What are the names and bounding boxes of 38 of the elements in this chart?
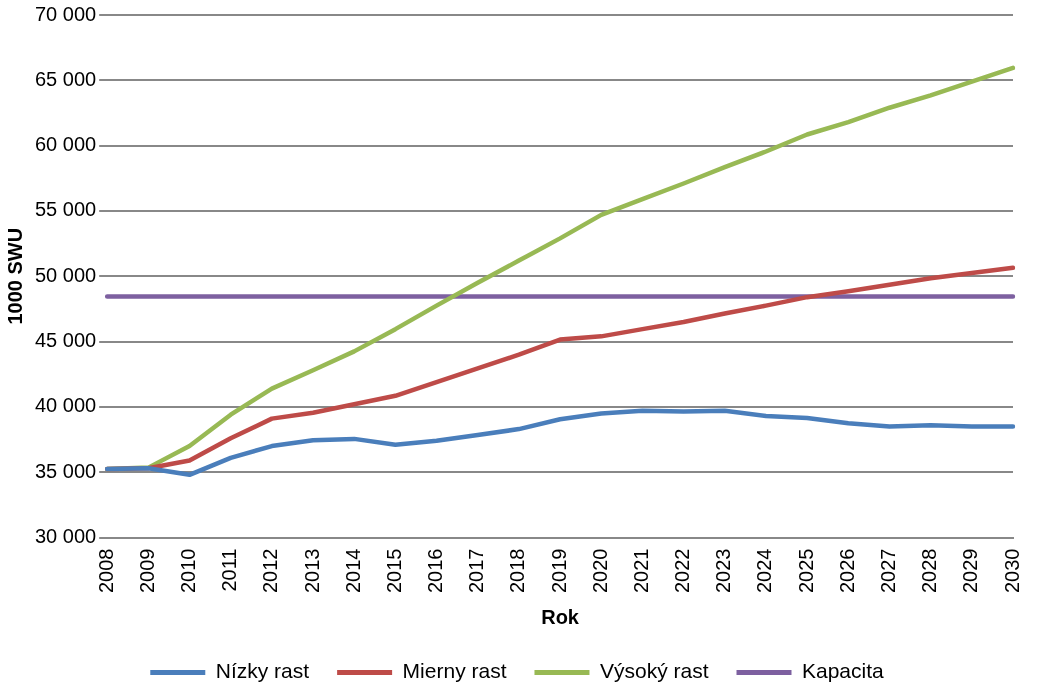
x-tick-label: 2018 — [506, 548, 529, 594]
x-tick-label: 2029 — [959, 548, 982, 594]
x-tick-label: 2022 — [671, 548, 694, 594]
x-tick-label: 2027 — [876, 548, 899, 594]
x-tick-label: 2013 — [300, 548, 323, 594]
x-tick-label: 2021 — [629, 548, 652, 594]
x-axis-title: Rok — [541, 605, 580, 628]
x-tick-label: 2019 — [547, 548, 570, 594]
y-axis-title: 1000 SWU — [3, 227, 26, 325]
x-tick-label: 2008 — [94, 548, 117, 594]
x-tick-label: 2017 — [465, 548, 488, 594]
y-tick-label: 45 000 — [35, 329, 97, 352]
y-tick-label: 65 000 — [35, 67, 97, 90]
x-tick-label: 2026 — [835, 548, 858, 594]
y-tick-label: 70 000 — [35, 2, 97, 25]
y-tick-label: 60 000 — [35, 133, 97, 156]
y-tick-label: 55 000 — [35, 198, 97, 221]
x-tick-label: 2030 — [1000, 548, 1023, 594]
x-tick-label: 2016 — [424, 548, 447, 594]
y-tick-label: 35 000 — [35, 459, 97, 482]
y-tick-label: 50 000 — [35, 263, 97, 286]
x-tick-label: 2012 — [259, 548, 282, 594]
x-tick-label: 2011 — [218, 548, 241, 592]
legend-label: Nízky rast — [215, 659, 310, 683]
x-tick-label: 2020 — [588, 548, 611, 594]
y-tick-label: 30 000 — [35, 525, 97, 548]
x-tick-label: 2024 — [753, 548, 776, 594]
x-tick-label: 2025 — [794, 548, 817, 594]
x-tick-label: 2015 — [382, 548, 405, 594]
legend-label: Mierny rast — [402, 659, 507, 683]
x-tick-label: 2009 — [135, 548, 158, 594]
legend-label: Výsoký rast — [599, 659, 709, 683]
x-tick-label: 2010 — [177, 548, 200, 594]
x-tick-label: 2023 — [712, 548, 735, 594]
y-tick-label: 40 000 — [35, 394, 97, 417]
x-tick-label: 2028 — [918, 548, 941, 594]
legend-label: Kapacita — [802, 659, 885, 683]
x-tick-label: 2014 — [341, 548, 364, 594]
